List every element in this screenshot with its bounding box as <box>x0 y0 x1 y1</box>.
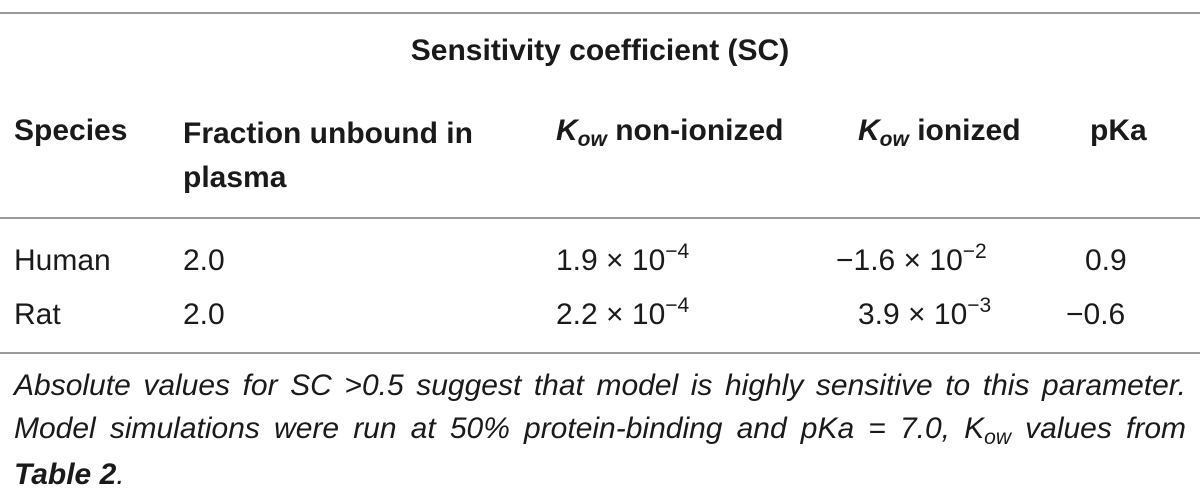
kow-subscript: ow <box>879 128 909 151</box>
row-human-fraction-unbound: 2.0 <box>183 244 225 277</box>
header-kow-nonionized: Kow non-ionized <box>556 114 784 151</box>
header-kow-ionized: Kow ionized <box>858 114 1021 151</box>
kow-subscript: ow <box>984 426 1012 449</box>
footnote-end: . <box>116 458 125 491</box>
table-footnote: Absolute values for SC >0.5 suggest that… <box>14 364 1186 496</box>
row-rat-kow-ionized: 3.9 × 10−3 <box>858 294 991 332</box>
mantissa: −1.6 × 10 <box>836 244 963 277</box>
exponent: −4 <box>665 294 690 317</box>
row-rat-fraction-unbound: 2.0 <box>183 298 225 331</box>
table-reference: Table 2 <box>14 458 117 491</box>
exponent: −4 <box>665 240 690 263</box>
kow-symbol: K <box>858 114 880 147</box>
exponent: −3 <box>967 294 992 317</box>
mantissa: 1.9 × 10 <box>556 244 666 277</box>
table-bottom-rule <box>0 352 1200 354</box>
header-bottom-rule <box>0 217 1200 219</box>
footnote-mid-text: values from <box>1011 412 1186 445</box>
kow-subscript: ow <box>577 128 607 151</box>
row-rat-pka: −0.6 <box>1066 298 1126 331</box>
row-human-kow-nonionized: 1.9 × 10−4 <box>556 240 689 278</box>
kow-ionized-text: ionized <box>917 114 1021 147</box>
row-rat-kow-nonionized: 2.2 × 10−4 <box>556 294 689 332</box>
kow-symbol: K <box>556 114 578 147</box>
exponent: −2 <box>962 240 987 263</box>
kow-nonionized-text: non-ionized <box>615 114 784 147</box>
row-rat-species: Rat <box>14 298 61 331</box>
mantissa: 2.2 × 10 <box>556 298 666 331</box>
header-pka: pKa <box>1090 114 1147 147</box>
table-caption: Sensitivity coefficient (SC) <box>410 34 790 67</box>
header-species: Species <box>14 114 128 147</box>
kow-symbol: K <box>964 412 985 445</box>
footnote-text: Absolute values for SC >0.5 suggest that… <box>14 369 1186 445</box>
table-top-rule <box>0 12 1200 14</box>
row-human-kow-ionized: −1.6 × 10−2 <box>836 240 987 278</box>
row-human-species: Human <box>14 244 111 277</box>
header-fraction-unbound: Fraction unbound in plasma <box>183 117 473 194</box>
mantissa: 3.9 × 10 <box>858 298 968 331</box>
row-human-pka: 0.9 <box>1085 244 1127 277</box>
